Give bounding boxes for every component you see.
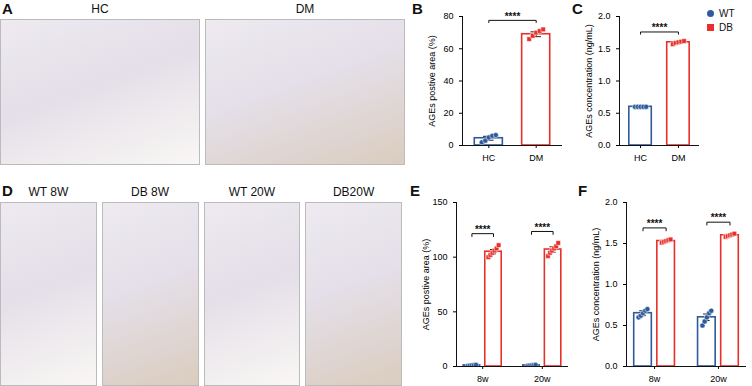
svg-text:****: **** xyxy=(652,22,668,33)
svg-text:60: 60 xyxy=(443,44,453,54)
svg-text:AGEs concentration (ng/mL): AGEs concentration (ng/mL) xyxy=(584,24,594,138)
svg-text:0.5: 0.5 xyxy=(605,320,618,330)
svg-text:AGEs postive area (%): AGEs postive area (%) xyxy=(421,239,431,331)
html-text:D: D xyxy=(2,182,13,199)
svg-text:0.0: 0.0 xyxy=(598,140,611,150)
html-text:DB20W: DB20W xyxy=(333,185,375,199)
svg-text:0: 0 xyxy=(448,140,453,150)
svg-text:1.0: 1.0 xyxy=(605,279,618,289)
svg-text:50: 50 xyxy=(437,307,447,317)
svg-text:150: 150 xyxy=(432,197,447,207)
svg-text:0: 0 xyxy=(442,361,447,371)
svg-text:2.0: 2.0 xyxy=(605,197,618,207)
html-text:C: C xyxy=(572,0,583,17)
svg-text:80: 80 xyxy=(443,11,453,21)
html-text:F: F xyxy=(578,182,588,199)
svg-text:****: **** xyxy=(505,11,521,22)
svg-text:DM: DM xyxy=(529,153,543,163)
html-text:E: E xyxy=(410,182,420,199)
svg-text:20w: 20w xyxy=(534,374,551,384)
svg-text:HC: HC xyxy=(634,153,647,163)
svg-text:2.0: 2.0 xyxy=(598,11,611,21)
html-text:DM: DM xyxy=(295,2,315,16)
svg-text:0.0: 0.0 xyxy=(605,361,618,371)
svg-text:20: 20 xyxy=(443,108,453,118)
svg-text:8w: 8w xyxy=(477,374,489,384)
svg-text:AGEs postive area (%): AGEs postive area (%) xyxy=(427,35,437,127)
html-text:WT 8W: WT 8W xyxy=(28,185,69,199)
svg-text:1.5: 1.5 xyxy=(598,44,611,54)
html-text:A: A xyxy=(2,0,13,17)
svg-text:DM: DM xyxy=(671,153,685,163)
html-text:HC: HC xyxy=(91,2,109,16)
html-text:WT 20W: WT 20W xyxy=(228,185,276,199)
svg-text:100: 100 xyxy=(432,252,447,262)
html-text:DB 8W: DB 8W xyxy=(131,185,170,199)
svg-text:****: **** xyxy=(475,224,491,235)
html-text:WT: WT xyxy=(719,8,735,19)
svg-text:0.5: 0.5 xyxy=(598,108,611,118)
svg-text:1.5: 1.5 xyxy=(605,238,618,248)
html-text:DB: DB xyxy=(719,22,733,33)
svg-text:****: **** xyxy=(711,212,727,223)
svg-text:20w: 20w xyxy=(710,374,727,384)
svg-text:8w: 8w xyxy=(649,374,661,384)
svg-text:AGEs concentration (ng/mL): AGEs concentration (ng/mL) xyxy=(591,228,601,342)
html-text:B: B xyxy=(412,0,423,17)
svg-text:****: **** xyxy=(647,218,663,229)
svg-text:****: **** xyxy=(535,222,551,233)
svg-text:1.0: 1.0 xyxy=(598,76,611,86)
svg-text:40: 40 xyxy=(443,76,453,86)
svg-text:HC: HC xyxy=(482,153,495,163)
